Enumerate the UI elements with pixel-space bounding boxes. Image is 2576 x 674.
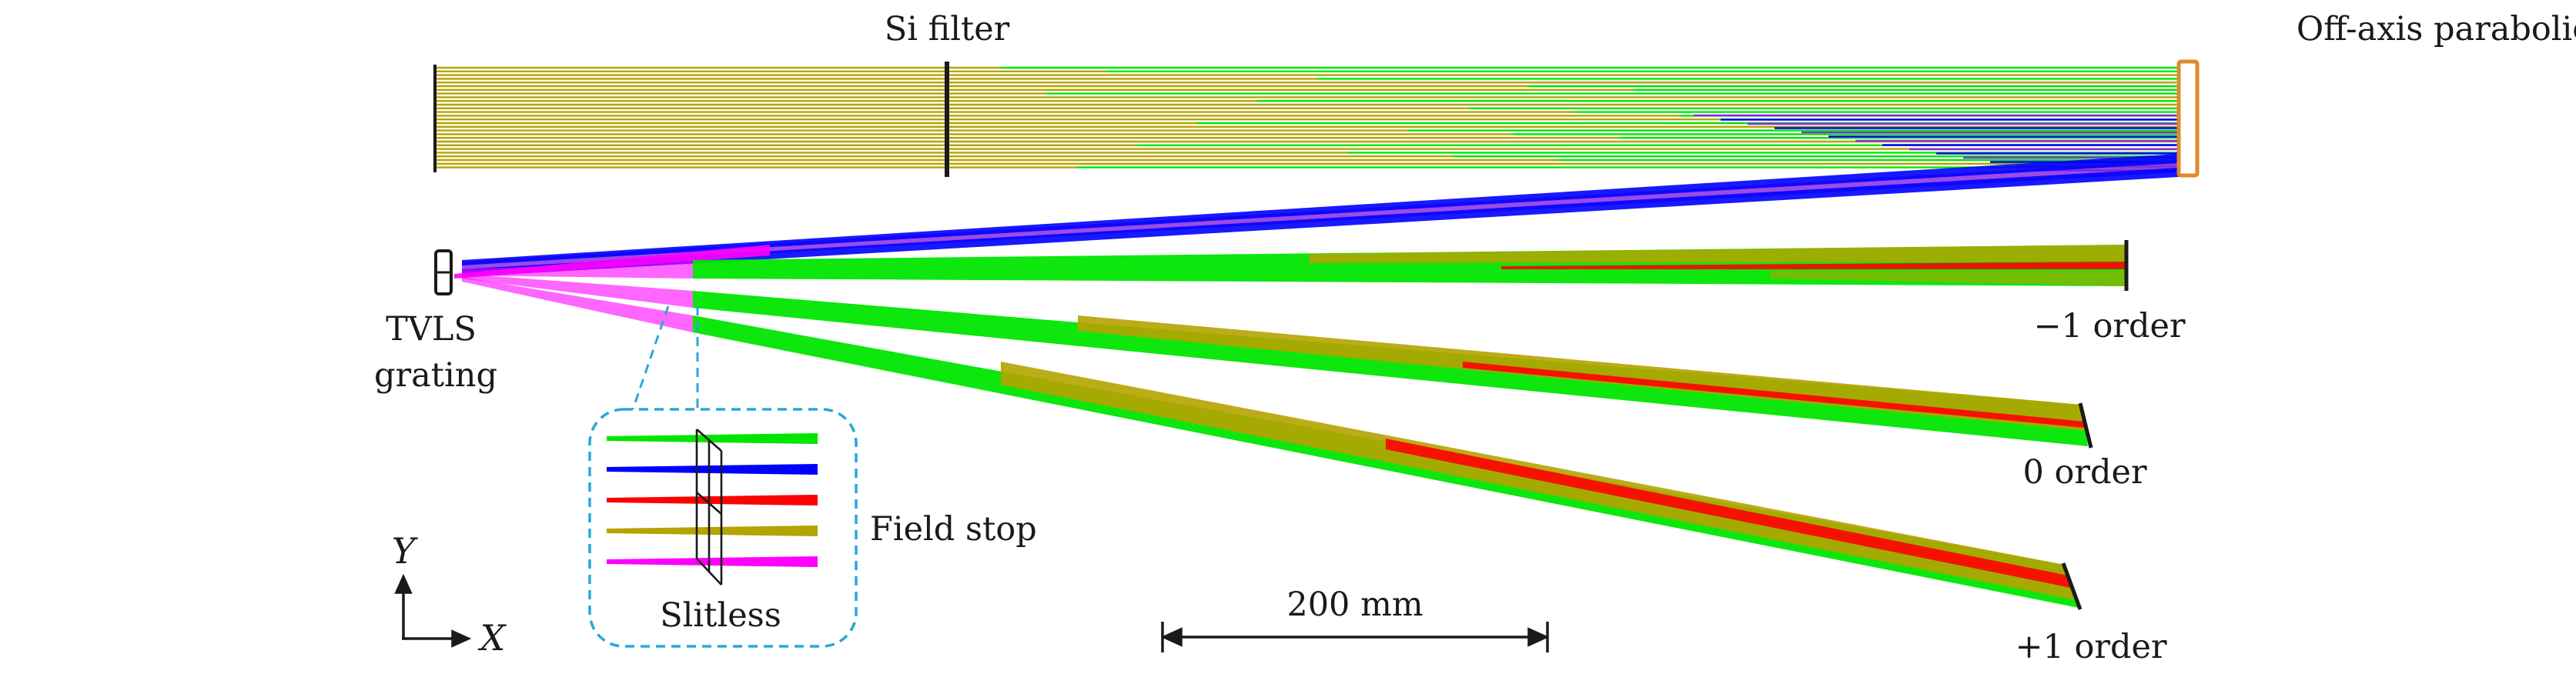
detector-plus1 [2061,562,2083,610]
zoom-leader-left [631,305,670,410]
order-minus1-olive [1309,245,2126,263]
coordinate-axes [394,573,472,648]
order-plus1-beam [462,277,2079,608]
si-filter-label: Si filter [885,10,1010,48]
axis-y-label: Y [392,530,419,572]
scale-bar-label: 200 mm [1286,586,1423,624]
order-minus1-label: −1 order [2033,307,2185,345]
order-zero-root [462,274,693,308]
x-axis-arrowhead [451,629,472,648]
inset-ray-red [607,495,818,506]
order-minus1-beam [462,245,2126,286]
inset-ray-bundles [607,433,818,567]
grating-label-line2: grating [374,356,497,395]
order-zero-beam [462,274,2088,446]
order-minus1-olive2 [1771,271,2126,286]
order-plus1-red [1386,439,2071,588]
off-axis-parabolic-mirror [2176,59,2200,178]
inset-ray-magenta [607,556,818,567]
scale-bar [1160,622,1550,652]
order-plus1-label: +1 order [2015,628,2166,666]
inset-ray-blue [607,464,818,475]
converging-blue-lower [462,168,2179,277]
converging-blue [462,154,2179,265]
slitless-aperture [695,429,723,586]
detector-zero [2078,402,2093,449]
converging-beam-to-grating [454,154,2179,279]
grating-label-line1: TVLS [386,310,477,349]
inset-ray-green [607,433,818,444]
field-stop-label: Field stop [870,510,1037,549]
tvls-grating [434,249,453,295]
slitless-label: Slitless [660,596,781,635]
order-zero-red [1463,362,2085,428]
mirror-label: Off-axis parabolic mirror [2297,10,2576,48]
order-minus1-root [462,260,693,279]
order-plus1-olive [1001,362,2076,600]
axis-x-label: X [478,617,507,659]
y-axis-arrowhead [394,573,413,594]
inset-ray-olive [607,526,818,536]
order-plus1-root [462,277,693,332]
incoming-collimated-beam [437,66,2179,172]
order-minus1-red [1501,262,2126,269]
order-zero-label: 0 order [2023,453,2147,492]
order-zero-green [693,291,2088,446]
field-stop-inset: Slitless [588,408,858,648]
